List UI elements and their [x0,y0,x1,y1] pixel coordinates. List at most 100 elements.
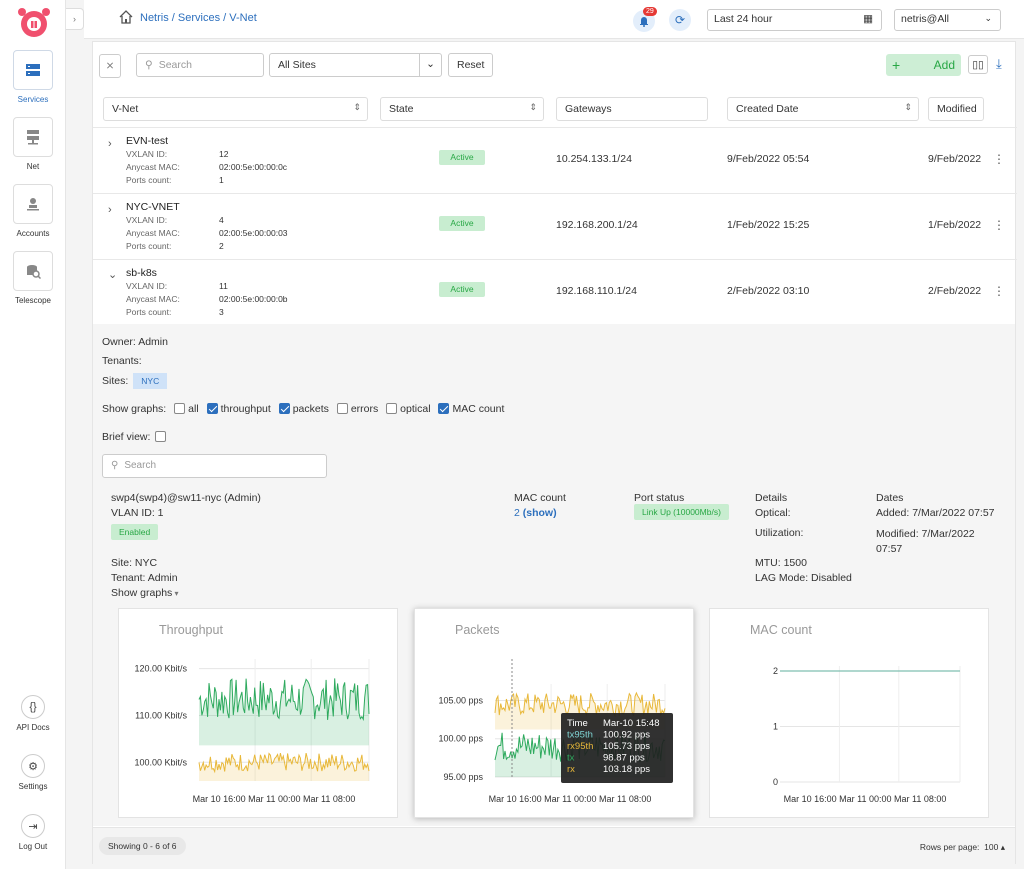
tenants-label: Tenants: [102,355,142,367]
graph-mac-count-checkbox[interactable] [438,403,450,414]
telescope-icon [13,251,53,291]
refresh-button[interactable]: ⟳ [669,9,691,31]
notification-count-badge: 29 [643,7,657,16]
chevron-right-icon[interactable]: › [108,138,112,150]
plus-icon: + [892,57,901,73]
breadcrumb[interactable]: Netris / Services / V-Net [140,12,257,24]
anycast-mac-value: 02:00:5e:00:00:03 [219,228,288,238]
braces-icon: {} [21,695,45,719]
accounts-icon [13,184,53,224]
anycast-mac-label: Anycast MAC: [126,294,180,304]
anycast-mac-label: Anycast MAC: [126,228,180,238]
sidebar-item-telescope[interactable]: Telescope [0,251,66,305]
created-date-cell: 9/Feb/2022 05:54 [727,153,810,165]
time-range-select[interactable]: Last 24 hour ▦ [707,9,882,31]
port-vlan: VLAN ID: 1 [111,507,164,519]
sites-line: Sites: NYC [102,373,168,389]
settings-button[interactable]: ⚙ Settings [0,754,66,791]
added-date: Added: 7/Mar/2022 07:57 [876,507,995,519]
chevron-right-icon: › [73,14,76,24]
column-header-modified[interactable]: Modified [928,97,984,121]
bell-icon [640,17,648,27]
y-tick-label: 95.00 pps [443,772,483,782]
reset-button[interactable]: Reset [448,53,494,77]
port-search-input[interactable]: ⚲ Search [102,454,327,478]
y-tick-label: 120.00 Kbit/s [134,664,187,674]
sidebar-item-accounts[interactable]: Accounts [0,184,66,238]
sidebar-item-label: Telescope [14,296,52,305]
x-tick-labels: Mar 10 16:00 Mar 11 00:00 Mar 11 08:00 [489,794,652,804]
column-label: Gateways [565,103,612,115]
chevron-right-icon[interactable]: › [108,204,112,216]
rows-per-page[interactable]: Rows per page: 100 ▴ [920,842,1005,853]
vxlan-value: 11 [219,281,228,291]
dates-label: Dates [876,492,904,504]
more-options-icon[interactable]: ⋮ [993,284,1005,298]
time-range-value: Last 24 hour [714,13,773,25]
collapse-all-button[interactable]: ⨯ [99,54,121,78]
table-row[interactable]: ⌄ sb-k8s VXLAN ID: 11 Anycast MAC: 02:00… [93,259,1017,325]
show-graphs-toggle[interactable]: Show graphs ▾ [111,587,179,599]
search-input[interactable]: ⚲ Search [136,53,264,77]
tooltip-key: tx95th [567,730,593,741]
caret-down-icon: ▾ [172,589,179,598]
anycast-mac-value: 02:00:5e:00:00:0c [219,162,288,172]
column-header-state[interactable]: State ⇕ [380,97,544,121]
brief-view-checkbox[interactable] [155,431,167,442]
sidebar-item-label: Services [17,95,49,104]
column-header-vnet[interactable]: V-Net ⇕ [103,97,368,121]
refresh-icon: ⟳ [674,13,686,27]
graph-optical-checkbox[interactable] [386,403,398,414]
mac-show-link[interactable]: (show) [522,507,557,519]
sidebar-item-services[interactable]: Services [0,50,66,104]
created-date-cell: 1/Feb/2022 15:25 [727,219,810,231]
search-placeholder: Search [158,59,192,71]
graph-throughput-checkbox[interactable] [206,403,218,414]
columns-toggle-button[interactable]: ▯▯ [968,55,988,74]
api-docs-label: API Docs [16,723,50,732]
add-button[interactable]: + Add [886,54,961,76]
chevron-down-icon: ⌄ [419,54,441,76]
vnet-detail-panel: Owner: Admin Tenants: Sites: NYC Show gra… [93,324,1015,826]
rows-per-page-label: Rows per page: [919,842,980,852]
checkbox-label: optical [400,403,431,415]
home-icon[interactable] [118,9,134,25]
vxlan-label: VXLAN ID: [126,215,168,225]
download-icon[interactable]: ⤓ [996,56,1002,71]
net-icon [13,117,53,157]
port-status-label: Port status [634,492,685,504]
gear-icon: ⚙ [21,754,45,778]
more-options-icon[interactable]: ⋮ [993,218,1005,232]
chevron-down-icon: ⌄ [984,13,992,23]
more-options-icon[interactable]: ⋮ [993,152,1005,166]
ports-count-label: Ports count: [126,241,172,251]
netris-logo-icon[interactable] [16,4,52,40]
ports-count-label: Ports count: [126,175,172,185]
sidebar-toggle-button[interactable]: › [66,8,84,30]
graph-packets-checkbox[interactable] [278,403,290,414]
graph-errors-checkbox[interactable] [336,403,348,414]
sidebar-item-net[interactable]: Net [0,117,66,171]
show-graphs-options: Show graphs: all throughput packets erro… [102,403,504,415]
column-header-gateways[interactable]: Gateways [556,97,708,121]
gateway-cell: 192.168.200.1/24 [556,219,638,231]
table-row[interactable]: › EVN-test VXLAN ID: 12 Anycast MAC: 02:… [93,127,1017,193]
utilization-label: Utilization: [755,527,804,539]
site-tag: NYC [133,373,168,389]
site-filter-select[interactable]: All Sites ⌄ [269,53,442,77]
tenant-select[interactable]: netris@All ⌄ [894,9,1001,31]
series-area [199,753,369,781]
column-header-created[interactable]: Created Date ⇕ [727,97,919,121]
column-label: V-Net [112,103,139,115]
tooltip-value: Mar-10 15:48 [603,718,660,729]
x-tick-labels: Mar 10 16:00 Mar 11 00:00 Mar 11 08:00 [193,794,356,804]
brief-view-line: Brief view: [102,431,169,443]
api-docs-button[interactable]: {} API Docs [0,695,66,732]
logout-button[interactable]: ⇥ Log Out [0,814,66,851]
chart-title: Throughput [159,623,223,637]
mac-count-value: 2 [514,507,520,519]
table-row[interactable]: › NYC-VNET VXLAN ID: 4 Anycast MAC: 02:0… [93,193,1017,259]
rows-per-page-value: 100 [984,842,999,852]
graph-all-checkbox[interactable] [174,403,186,414]
chevron-down-icon[interactable]: ⌄ [108,269,118,281]
